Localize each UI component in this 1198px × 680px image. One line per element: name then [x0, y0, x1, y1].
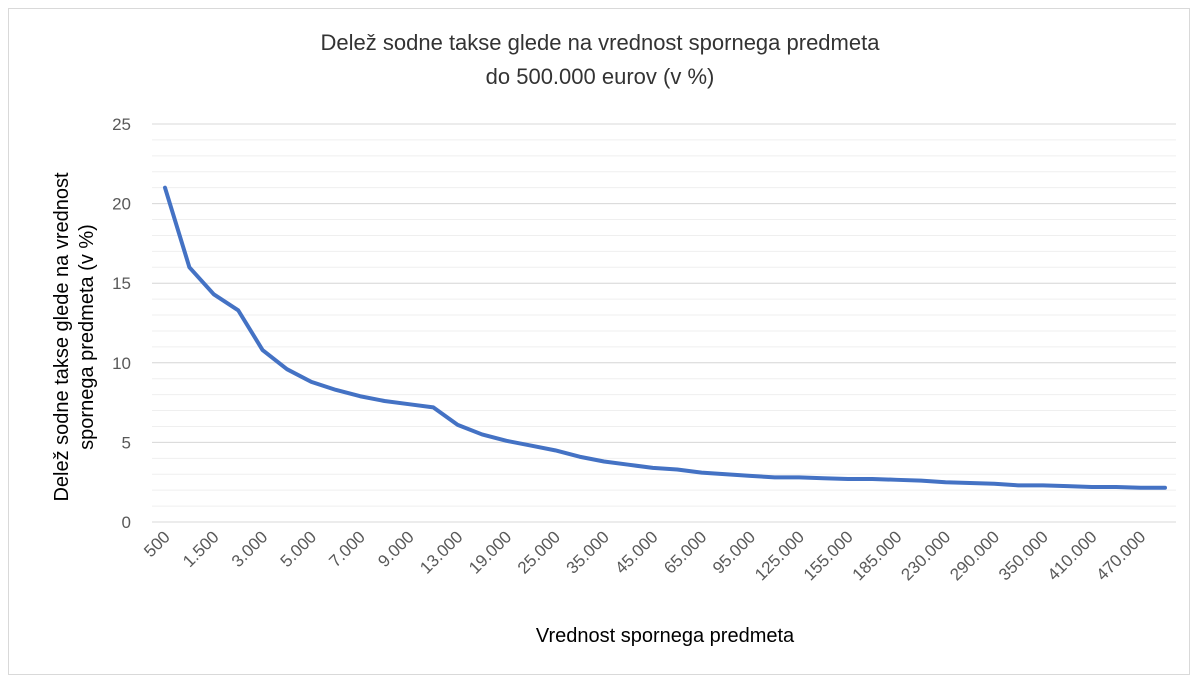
chart-title: Delež sodne takse glede na vrednost spor… [321, 30, 881, 55]
y-tick-label: 20 [112, 195, 131, 214]
y-tick-label: 5 [122, 433, 131, 452]
y-tick-label: 0 [122, 513, 131, 532]
y-tick-label: 10 [112, 354, 131, 373]
chart-frame [8, 8, 1190, 675]
x-axis-title: Vrednost spornega predmeta [536, 625, 795, 647]
line-series [163, 185, 1167, 490]
y-tick-label: 25 [112, 115, 131, 134]
y-tick-label: 15 [112, 274, 131, 293]
y-axis-title: Delež sodne takse glede na vrednost [51, 172, 73, 502]
chart-title: do 500.000 eurov (v %) [486, 64, 715, 89]
y-axis-title: spornega predmeta (v %) [76, 224, 98, 450]
